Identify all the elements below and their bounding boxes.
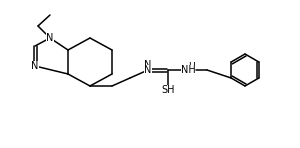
Text: H: H xyxy=(188,62,194,70)
Text: N: N xyxy=(144,60,152,70)
Text: N: N xyxy=(46,33,54,43)
Text: N: N xyxy=(31,61,39,71)
Text: SH: SH xyxy=(161,85,175,95)
Text: N: N xyxy=(144,65,152,75)
Text: NH: NH xyxy=(181,65,195,75)
